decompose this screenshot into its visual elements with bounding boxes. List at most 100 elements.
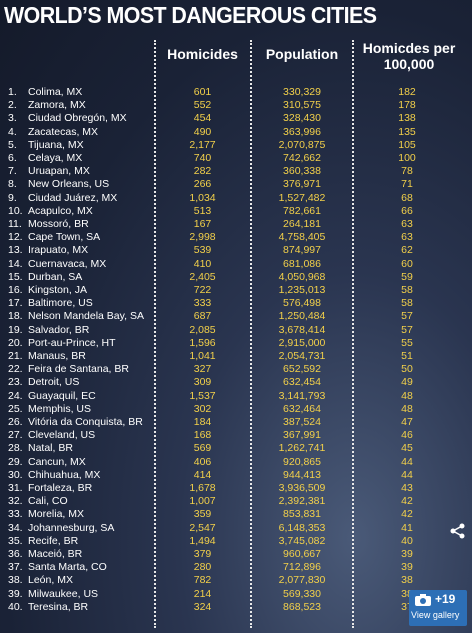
column-header: Homicdes per 100,000 <box>362 40 456 72</box>
rate: 46 <box>401 429 413 442</box>
table-row: 20. Port-au-Prince, HT 1,596 2,915,000 55 <box>0 337 472 350</box>
rank: 40. <box>8 600 23 613</box>
rate: 62 <box>401 244 413 257</box>
table-row: 3. Ciudad Obregón, MX 454 328,430 138 <box>0 112 472 125</box>
city: Recife, BR <box>28 534 79 547</box>
rate: 38 <box>401 587 413 600</box>
rate: 59 <box>401 270 413 283</box>
population: 632,454 <box>283 376 321 389</box>
population: 360,338 <box>283 165 321 178</box>
population: 264,181 <box>283 218 321 230</box>
rate: 55 <box>401 336 413 349</box>
rank: 27. <box>8 429 23 442</box>
rate: 48 <box>401 402 413 415</box>
rate: 58 <box>401 297 413 310</box>
population: 387,524 <box>283 416 321 428</box>
city: Acapulco, MX <box>28 204 93 217</box>
homicides: 490 <box>193 125 212 138</box>
rank: 29. <box>8 455 23 468</box>
city: Natal, BR <box>28 442 73 455</box>
rate: 66 <box>401 204 413 217</box>
rank: 36. <box>8 548 23 560</box>
city: Baltimore, US <box>28 297 93 310</box>
rank: 2. <box>8 99 17 112</box>
rank: 7. <box>8 165 17 178</box>
homicides: 513 <box>193 204 212 217</box>
table-row: 5. Tijuana, MX 2,177 2,070,875 105 <box>0 139 472 152</box>
population: 2,070,875 <box>278 138 326 151</box>
table-row: 11. Mossoró, BR 167 264,181 63 <box>0 218 472 231</box>
rank: 9. <box>8 191 17 204</box>
rate: 47 <box>401 416 413 428</box>
population: 2,054,731 <box>278 350 326 362</box>
population: 6,148,353 <box>278 521 326 534</box>
homicides: 552 <box>193 99 212 112</box>
city: Celaya, MX <box>28 152 83 164</box>
homicides: 569 <box>193 442 212 455</box>
table-row: 28. Natal, BR 569 1,262,741 45 <box>0 442 472 455</box>
population: 652,592 <box>283 363 321 376</box>
gallery-label: View gallery <box>411 610 460 620</box>
share-icon[interactable] <box>449 522 467 540</box>
homicides: 302 <box>193 402 212 415</box>
rank: 21. <box>8 350 23 362</box>
population: 1,527,482 <box>278 191 326 204</box>
rank: 38. <box>8 574 23 587</box>
city: Chihuahua, MX <box>28 468 101 481</box>
homicides: 2,177 <box>189 138 216 151</box>
rate: 44 <box>401 455 413 468</box>
rank: 28. <box>8 442 23 455</box>
homicides: 1,678 <box>189 482 216 494</box>
homicides: 406 <box>193 455 212 468</box>
homicides: 782 <box>193 574 212 587</box>
homicides: 379 <box>193 548 212 560</box>
table-row: 38. León, MX 782 2,077,830 38 <box>0 574 472 587</box>
rate: 42 <box>401 495 413 508</box>
table-row: 29. Cancun, MX 406 920,865 44 <box>0 456 472 469</box>
rate: 50 <box>401 363 413 376</box>
homicides: 167 <box>193 218 212 230</box>
gallery-button[interactable]: +19 View gallery <box>409 590 467 626</box>
table-row: 30. Chihuahua, MX 414 944,413 44 <box>0 469 472 482</box>
table-row: 18. Nelson Mandela Bay, SA 687 1,250,484 57 <box>0 310 472 323</box>
population: 960,667 <box>283 548 321 560</box>
table-row: 31. Fortaleza, BR 1,678 3,936,509 43 <box>0 482 472 495</box>
city: León, MX <box>28 574 73 587</box>
population: 920,865 <box>283 455 321 468</box>
table-row: 24. Guayaquil, EC 1,537 3,141,793 48 <box>0 390 472 403</box>
rank: 20. <box>8 336 23 349</box>
city: Nelson Mandela Bay, SA <box>28 310 144 323</box>
city: Milwaukee, US <box>28 587 99 600</box>
homicides: 333 <box>193 297 212 310</box>
table-row: 27. Cleveland, US 168 367,991 46 <box>0 429 472 442</box>
homicides: 359 <box>193 508 212 521</box>
city: Durban, SA <box>28 270 83 283</box>
homicides: 2,998 <box>189 231 216 244</box>
city: Teresina, BR <box>28 600 89 613</box>
city: Mossoró, BR <box>28 218 89 230</box>
table-row: 2. Zamora, MX 552 310,575 178 <box>0 99 472 112</box>
rank: 35. <box>8 534 23 547</box>
rate: 105 <box>398 138 416 151</box>
rank: 32. <box>8 495 23 508</box>
rank: 13. <box>8 244 23 257</box>
table-row: 12. Cape Town, SA 2,998 4,758,405 63 <box>0 231 472 244</box>
rate: 38 <box>401 574 413 587</box>
table-row: 39. Milwaukee, US 214 569,330 38 <box>0 588 472 601</box>
rank: 31. <box>8 482 23 494</box>
city: Cali, CO <box>28 495 68 508</box>
population: 328,430 <box>283 112 321 125</box>
population: 3,678,414 <box>278 323 326 336</box>
city: Zacatecas, MX <box>28 125 99 138</box>
table-row: 16. Kingston, JA 722 1,235,013 58 <box>0 284 472 297</box>
table-row: 23. Detroit, US 309 632,454 49 <box>0 376 472 389</box>
rank: 24. <box>8 389 23 402</box>
rank: 6. <box>8 152 17 164</box>
table-row: 17. Baltimore, US 333 576,498 58 <box>0 297 472 310</box>
rank: 14. <box>8 257 23 270</box>
rank: 17. <box>8 297 23 310</box>
rate: 48 <box>401 389 413 402</box>
rate: 138 <box>398 112 416 125</box>
population: 742,662 <box>283 152 321 164</box>
rank: 34. <box>8 521 23 534</box>
